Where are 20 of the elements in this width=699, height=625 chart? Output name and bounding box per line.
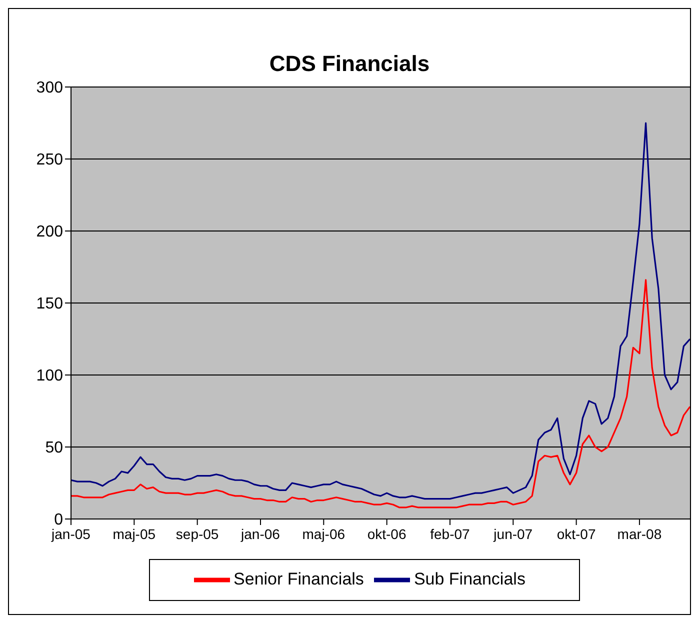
y-tick-label: 50: [45, 440, 64, 457]
x-tick-label: maj-06: [302, 526, 346, 542]
x-tick-label: jun-07: [492, 526, 533, 542]
x-tick-label: okt-06: [367, 526, 406, 542]
y-tick-label: 300: [36, 80, 64, 97]
chart-title: CDS Financials: [268, 51, 431, 78]
x-tick-label: sep-05: [176, 526, 219, 542]
y-tick-label: 200: [36, 224, 64, 241]
legend-label: Senior Financials: [234, 569, 364, 588]
x-tick-label: feb-07: [430, 526, 470, 542]
y-tick-label: 100: [36, 368, 64, 385]
x-tick-label: maj-05: [112, 526, 156, 542]
y-tick-label: 0: [54, 512, 64, 529]
x-tick-label: okt-07: [556, 526, 596, 542]
x-tick-label: mar-08: [617, 526, 662, 542]
legend-label: Sub Financials: [414, 569, 526, 588]
x-tick-label: jan-06: [240, 526, 280, 542]
x-tick-label: jan-05: [50, 526, 91, 542]
y-tick-label: 150: [36, 296, 64, 313]
y-tick-label: 250: [36, 152, 64, 169]
